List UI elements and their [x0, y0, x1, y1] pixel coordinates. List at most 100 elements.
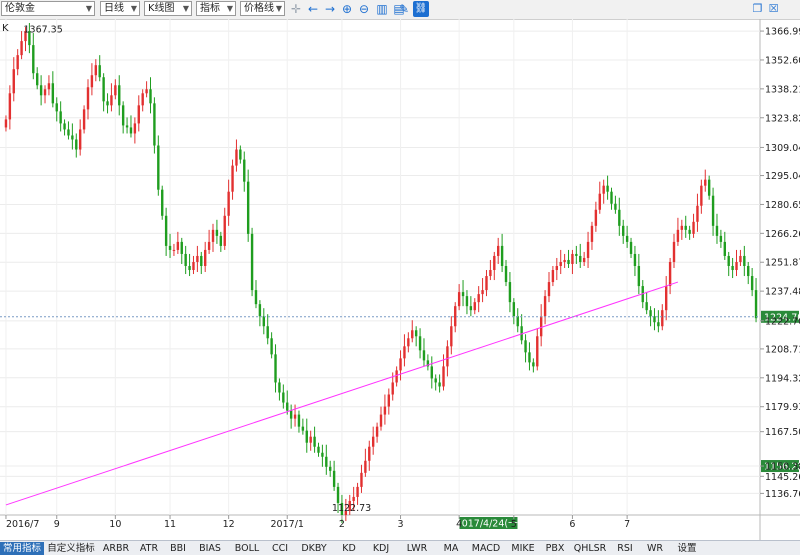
zoom-out-icon[interactable]: ⊖ [358, 2, 370, 16]
tab-common-indicators[interactable]: 常用指标 [0, 542, 44, 555]
candle-body [680, 225, 684, 230]
tab-lwr[interactable]: LWR [406, 543, 428, 554]
candle-body [219, 235, 223, 246]
candle [278, 378, 281, 401]
candle [649, 306, 652, 327]
candle [102, 73, 105, 112]
current-price-label: 1224.70 [764, 312, 800, 323]
candle [153, 97, 156, 154]
kline-chart[interactable]: 1224.70 1367.35 1122.73 2017/4/24(一) 1156.22… [0, 19, 800, 540]
link-icon[interactable]: ⛓ [413, 1, 429, 17]
tab-arbr[interactable]: ARBR [102, 543, 130, 554]
candle-body [602, 185, 605, 194]
candle [559, 249, 562, 275]
candle-body [371, 436, 375, 447]
arrow-right-icon[interactable]: → [324, 2, 336, 16]
candle [579, 243, 582, 269]
candle [239, 145, 242, 164]
candle [258, 300, 262, 327]
cursor-date-label: 2017/4/24(一) [456, 519, 522, 530]
candle-body [750, 276, 754, 291]
candle [551, 265, 555, 287]
candle-body [707, 179, 711, 196]
tab-pbx[interactable]: PBX [545, 543, 565, 554]
crosshair-icon[interactable]: ✛ [290, 2, 302, 16]
tab-bbi[interactable]: BBI [170, 543, 186, 554]
candle [63, 119, 66, 136]
bar-chart-icon[interactable]: ▥ [376, 2, 388, 16]
candle [51, 71, 55, 108]
candle [94, 59, 98, 82]
candle [211, 223, 215, 252]
x-tick-label: 3 [398, 519, 404, 530]
candle-body [121, 105, 125, 126]
candle [223, 207, 226, 250]
candle [168, 233, 172, 258]
candle [426, 354, 430, 371]
chart-svg[interactable]: 1224.70 1367.35 1122.73 2017/4/24(一) 1156.22… [0, 19, 800, 540]
x-tick-label: 11 [164, 519, 176, 530]
candle-body [250, 233, 254, 291]
candle-body [86, 87, 90, 110]
candle-body [590, 225, 594, 242]
tab-bias[interactable]: BIAS [199, 543, 221, 554]
chart-settings-icon[interactable]: ▤ [393, 2, 405, 16]
candle-body [688, 229, 691, 234]
tab-wr[interactable]: WR [647, 543, 663, 554]
tab-kd[interactable]: KD [342, 543, 356, 554]
y-tick-label: 1179.93 [765, 402, 800, 413]
candle-body [672, 241, 676, 262]
candle [500, 233, 504, 273]
candle [32, 33, 35, 80]
tab-kdj[interactable]: KDJ [372, 543, 390, 554]
tab-boll[interactable]: BOLL [234, 543, 260, 554]
tab-rsi[interactable]: RSI [617, 543, 633, 554]
candle-body [629, 241, 633, 254]
candle-body [313, 436, 316, 447]
pencil-icon[interactable]: ✎ [398, 2, 410, 16]
tab-settings[interactable]: 设置 [677, 543, 697, 554]
zoom-in-icon[interactable]: ⊕ [341, 2, 353, 16]
period-select[interactable]: 日线 ▼ [100, 1, 140, 16]
tab-ma[interactable]: MA [443, 543, 459, 554]
candle [332, 460, 336, 491]
candle-body [395, 370, 398, 383]
tab-mike[interactable]: MIKE [511, 543, 535, 554]
candle [176, 231, 180, 254]
candle [371, 426, 375, 455]
candle [692, 213, 695, 238]
candle [622, 219, 625, 244]
symbol-select[interactable]: 伦敦金 ▼ [1, 1, 95, 16]
candle-body [692, 221, 695, 234]
tab-custom-indicators[interactable]: 自定义指标 [47, 543, 95, 554]
candle [563, 253, 566, 269]
candle [739, 249, 742, 266]
candle [504, 259, 508, 287]
arrow-left-icon[interactable]: ← [307, 2, 319, 16]
candle-body [59, 111, 62, 124]
candle-body [8, 93, 12, 120]
candle [465, 290, 469, 315]
close-icon[interactable]: ☒ [768, 2, 779, 15]
chevron-down-icon: ▼ [275, 4, 282, 13]
tab-dkby[interactable]: DKBY [301, 543, 327, 554]
candle-body [36, 73, 39, 86]
candle [543, 290, 547, 325]
tab-macd[interactable]: MACD [471, 543, 501, 554]
candle-body [532, 362, 535, 367]
indicator-select[interactable]: 指标 ▼ [196, 1, 236, 16]
tab-cci[interactable]: CCI [271, 543, 289, 554]
price-line-select[interactable]: 价格线 ▼ [240, 1, 285, 16]
candle-body [211, 229, 215, 242]
tab-qhlsr[interactable]: QHLSR [573, 543, 607, 554]
restore-icon[interactable]: ❐ [752, 2, 763, 15]
candle [16, 49, 19, 76]
chart-type-select[interactable]: K线图 ▼ [144, 1, 192, 16]
tab-atr[interactable]: ATR [139, 543, 159, 554]
candle-body [141, 93, 144, 106]
candle-body [192, 261, 195, 271]
candle [305, 418, 308, 453]
candle-body [274, 354, 277, 383]
candle-body [582, 257, 586, 262]
candle [164, 207, 168, 256]
